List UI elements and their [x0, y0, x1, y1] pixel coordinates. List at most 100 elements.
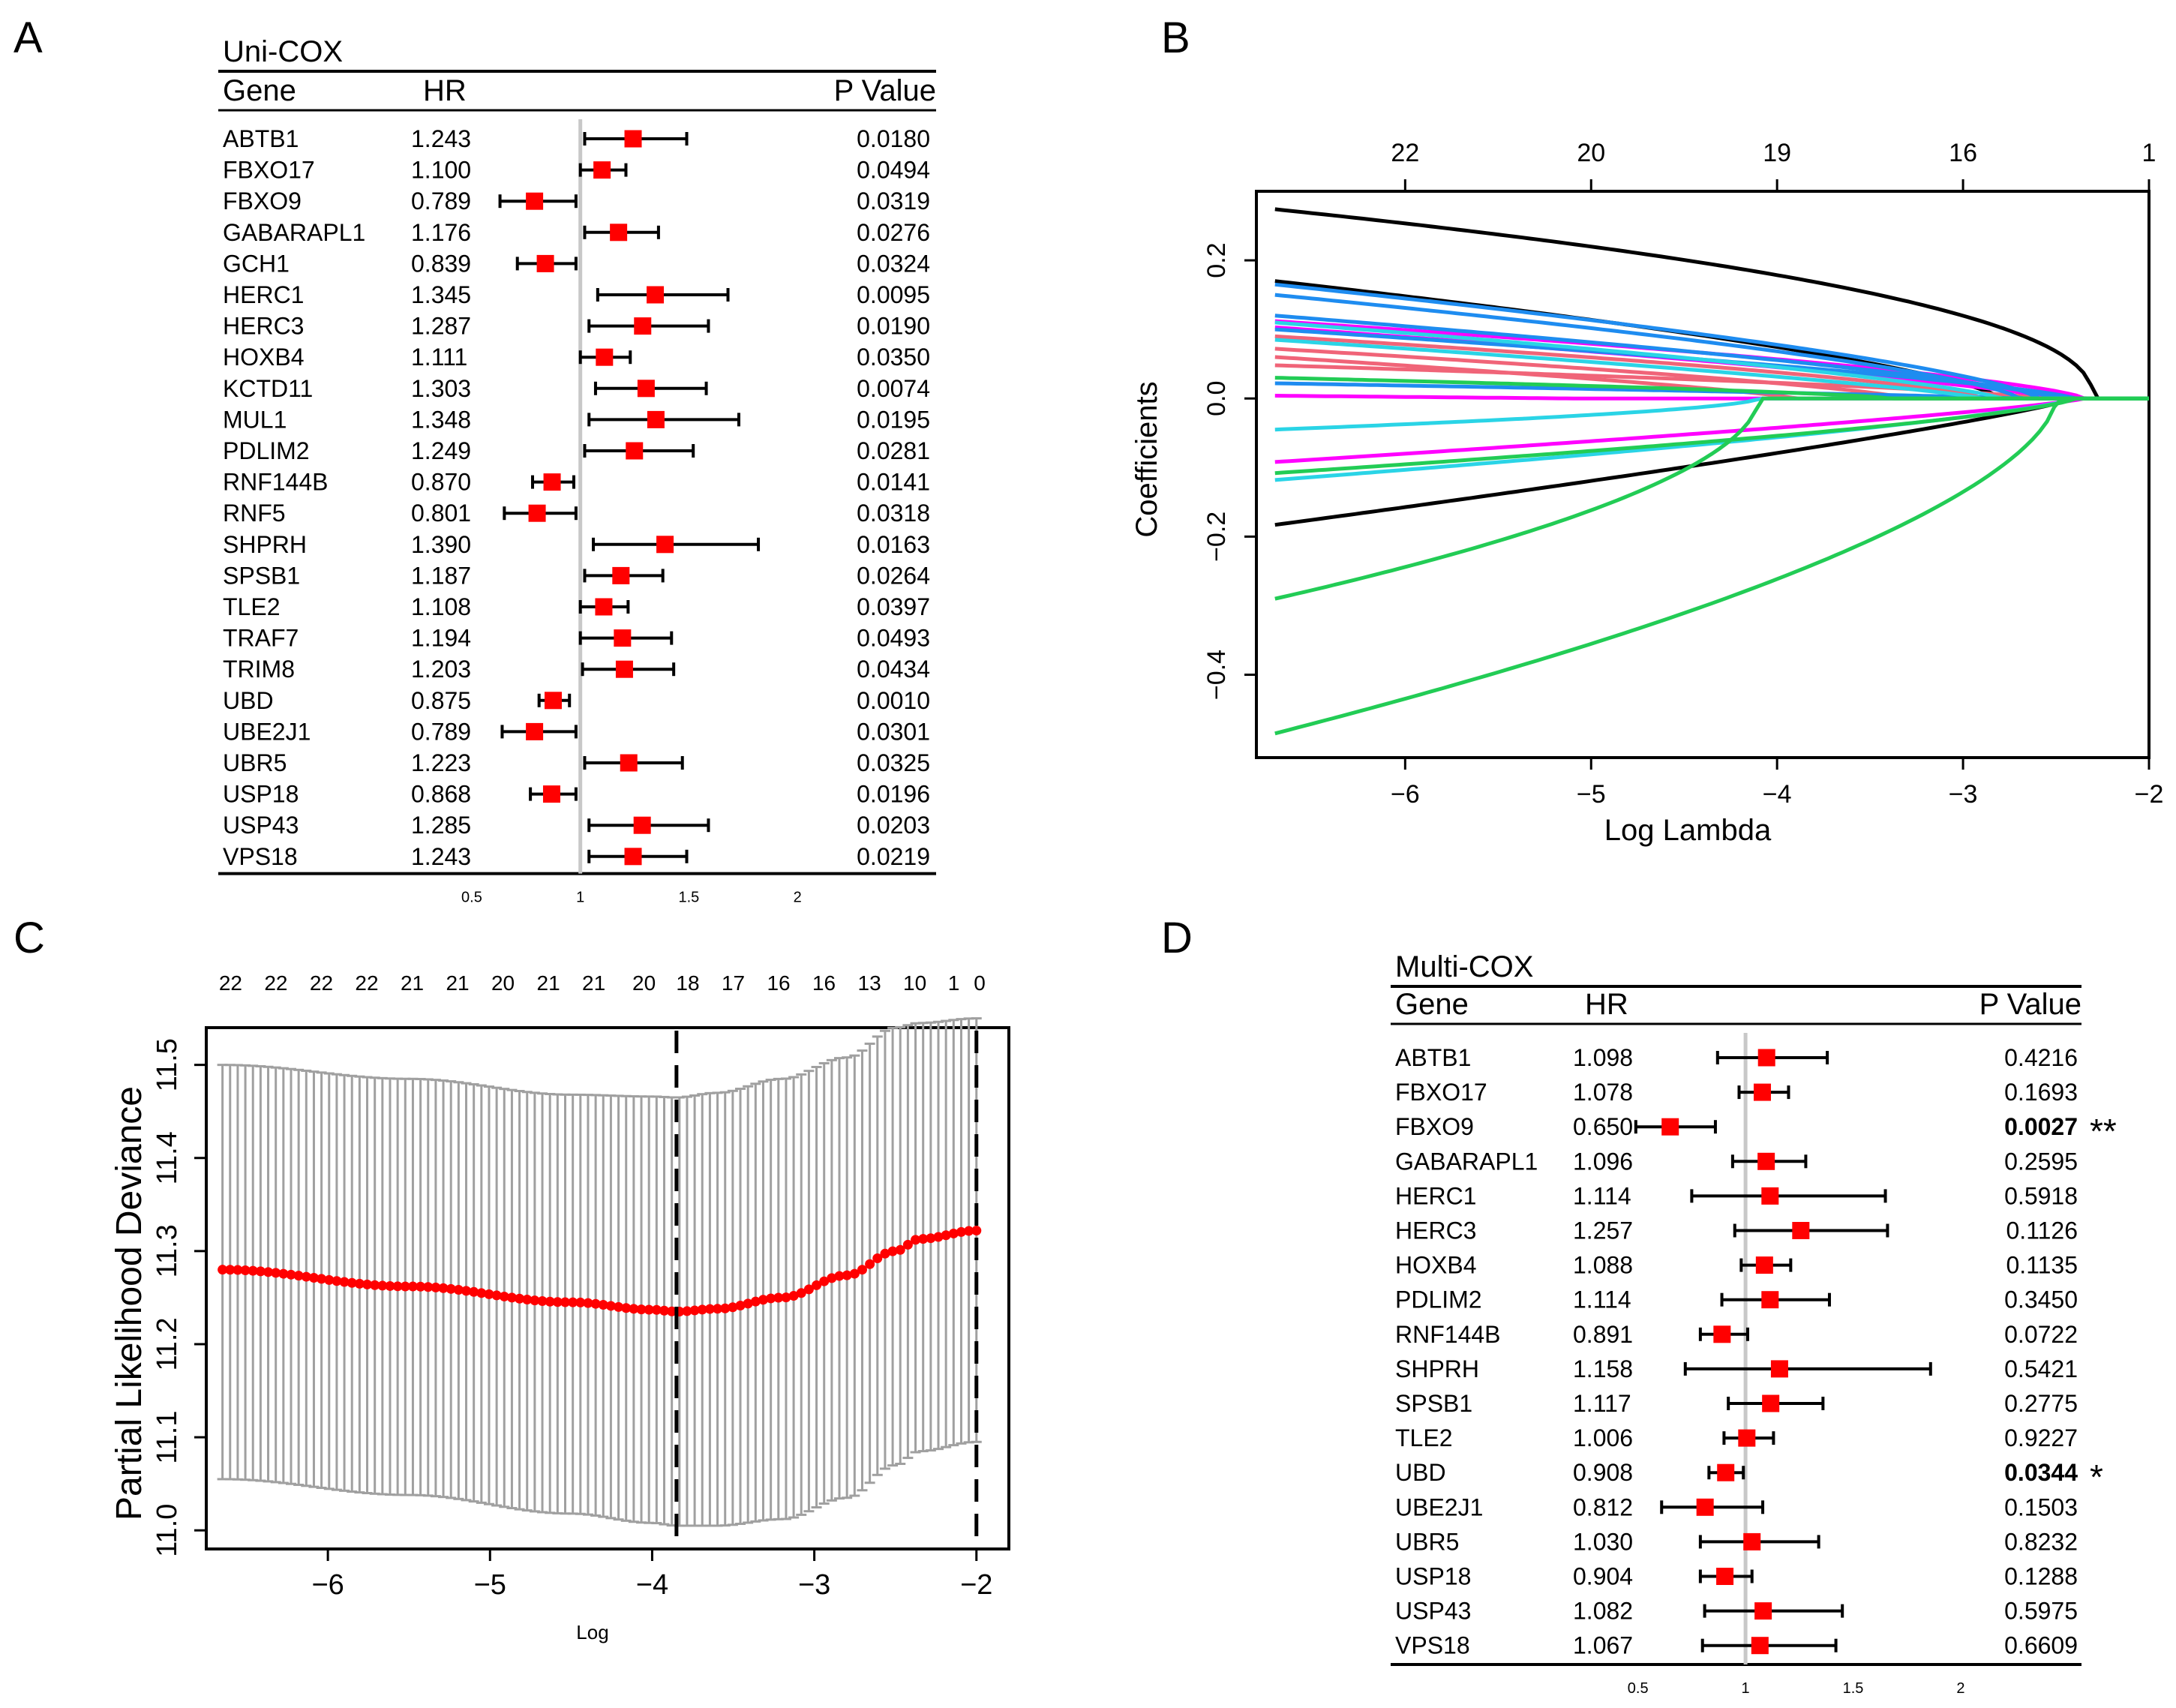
- coefficient-path: [1274, 293, 2149, 401]
- cv-mean-point: [324, 1274, 335, 1285]
- cv-mean-point: [491, 1290, 502, 1301]
- x-tick-label: −5: [474, 1569, 506, 1601]
- x-tick-label: −6: [311, 1569, 344, 1601]
- gene-label: RNF144B: [223, 469, 329, 496]
- coefficient-path: [1274, 396, 2149, 464]
- hr-marker: [1770, 1360, 1788, 1378]
- p-value: 0.1288: [2004, 1563, 2078, 1590]
- cv-mean-point: [484, 1289, 494, 1299]
- panel-d-multi-cox-forest: Multi-COX Gene HR P Value ABTB1 1.098 0.4216 FB…: [1391, 950, 2117, 1697]
- cv-mean-point: [697, 1304, 707, 1315]
- cv-mean-point: [560, 1297, 571, 1307]
- cv-mean-point: [568, 1297, 578, 1307]
- gene-label: UBR5: [1395, 1528, 1459, 1555]
- hr-value: 1.187: [411, 562, 471, 589]
- x-tick-label: 1: [576, 890, 584, 906]
- p-value: 0.0319: [857, 188, 930, 215]
- p-value: 0.0318: [857, 500, 930, 527]
- hr-marker: [596, 348, 614, 366]
- hr-value: 0.650: [1573, 1113, 1633, 1140]
- p-value: 0.0434: [857, 656, 930, 683]
- hr-value: 1.194: [411, 625, 471, 652]
- cv-mean-point: [704, 1304, 715, 1314]
- cv-mean-point: [438, 1283, 449, 1293]
- hr-marker: [637, 380, 655, 398]
- cv-mean-point: [880, 1248, 890, 1259]
- cv-mean-point: [796, 1288, 806, 1298]
- coefficient-path: [1274, 396, 2149, 601]
- gene-label: TRIM8: [223, 656, 295, 683]
- p-value: 0.5918: [2004, 1182, 2078, 1209]
- y-tick-label: 11.2: [152, 1317, 183, 1370]
- hr-value: 1.158: [1573, 1355, 1633, 1382]
- cv-mean-point: [834, 1271, 845, 1281]
- cv-mean-point: [332, 1276, 342, 1286]
- gene-label: PDLIM2: [223, 437, 310, 464]
- hr-value: 0.870: [411, 469, 471, 496]
- x-tick-label: −3: [1949, 780, 1978, 809]
- p-value: 0.0203: [857, 812, 930, 839]
- cv-mean-point: [522, 1295, 533, 1305]
- hr-marker: [1792, 1222, 1810, 1239]
- hr-marker: [1757, 1152, 1775, 1170]
- p-value: 0.0325: [857, 749, 930, 776]
- column-header-gene: Gene: [223, 74, 296, 107]
- top-count-label: 13: [858, 971, 881, 995]
- y-axis-label: Partial Likelihood Deviance: [110, 1086, 149, 1520]
- hr-value: 1.243: [411, 125, 471, 152]
- hr-marker: [624, 130, 642, 148]
- x-tick-label: 1: [1742, 1680, 1750, 1697]
- hr-marker: [614, 629, 632, 647]
- hr-marker: [1661, 1118, 1679, 1136]
- cv-mean-point: [377, 1280, 388, 1291]
- cv-mean-point: [713, 1304, 723, 1314]
- gene-label: UBE2J1: [223, 718, 311, 745]
- x-tick-label: 1.5: [679, 890, 700, 906]
- cv-mean-point: [233, 1265, 243, 1275]
- hr-marker: [615, 660, 633, 678]
- x-tick-label: 2: [1956, 1680, 1964, 1697]
- cv-mean-point: [720, 1303, 731, 1313]
- hr-value: 0.789: [411, 718, 471, 745]
- hr-marker: [1755, 1256, 1773, 1274]
- gene-label: PDLIM2: [1395, 1286, 1482, 1313]
- cv-mean-point: [803, 1284, 814, 1295]
- x-axis-label: Log: [576, 1621, 608, 1643]
- x-tick-label: −2: [2135, 780, 2164, 809]
- cv-mean-point: [849, 1268, 860, 1279]
- hr-value: 1.098: [1573, 1044, 1633, 1071]
- cv-mean-point: [407, 1281, 418, 1292]
- cv-mean-point: [385, 1280, 395, 1291]
- hr-value: 0.789: [411, 188, 471, 215]
- gene-label: MUL1: [223, 406, 287, 433]
- gene-label: UBE2J1: [1395, 1493, 1483, 1520]
- hr-value: 1.108: [411, 593, 471, 620]
- y-tick-label: −0.4: [1202, 650, 1231, 700]
- cv-mean-point: [636, 1304, 647, 1315]
- p-value: 0.5975: [2004, 1598, 2078, 1625]
- x-tick-label: 0.5: [461, 890, 482, 906]
- hr-marker: [526, 192, 544, 210]
- gene-label: USP43: [1395, 1598, 1471, 1625]
- column-header-p-value: P Value: [1979, 988, 2081, 1021]
- x-axis-label: Log Lambda: [1604, 814, 1772, 847]
- cv-mean-point: [887, 1246, 898, 1256]
- cv-mean-point: [918, 1234, 929, 1244]
- hr-value: 1.111: [411, 344, 467, 371]
- p-value: 0.0195: [857, 406, 930, 433]
- gene-label: SHPRH: [1395, 1355, 1479, 1382]
- hr-value: 0.839: [411, 250, 471, 277]
- cv-mean-point: [941, 1230, 951, 1241]
- cv-mean-point: [902, 1239, 913, 1250]
- cv-mean-point: [423, 1282, 434, 1292]
- cv-mean-point: [964, 1226, 974, 1236]
- cv-mean-point: [308, 1273, 319, 1283]
- cv-mean-point: [728, 1302, 738, 1313]
- hr-value: 1.114: [1573, 1182, 1631, 1209]
- cv-mean-point: [240, 1265, 251, 1275]
- significance-stars: **: [2090, 1112, 2117, 1151]
- gene-label: FBXO17: [223, 157, 315, 184]
- gene-label: SPSB1: [223, 562, 300, 589]
- top-tick-label: 19: [1763, 139, 1791, 167]
- top-count-label: 21: [582, 971, 605, 995]
